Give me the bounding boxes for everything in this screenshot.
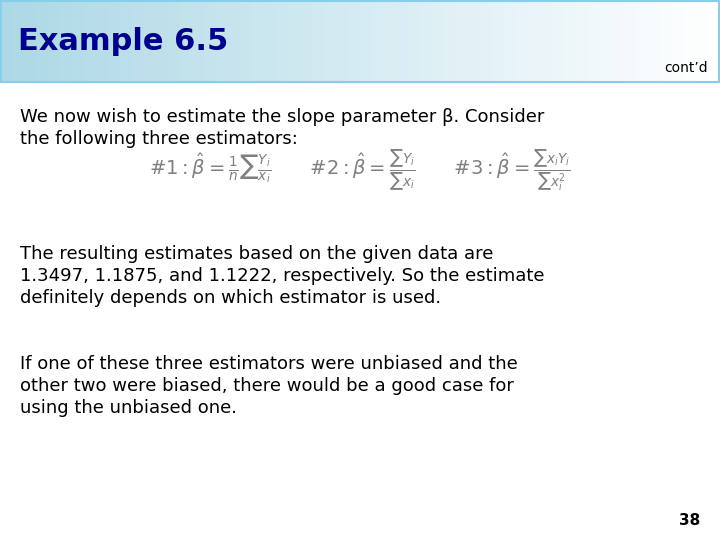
- Bar: [180, 0, 193, 82]
- Text: definitely depends on which estimator is used.: definitely depends on which estimator is…: [20, 289, 441, 307]
- Bar: [504, 0, 517, 82]
- Text: cont’d: cont’d: [665, 61, 708, 75]
- Bar: [444, 0, 457, 82]
- Bar: [588, 0, 601, 82]
- Bar: [36, 0, 49, 82]
- Bar: [696, 0, 709, 82]
- Bar: [48, 0, 61, 82]
- Bar: [552, 0, 565, 82]
- Bar: [240, 0, 253, 82]
- Bar: [312, 0, 325, 82]
- Bar: [372, 0, 385, 82]
- Bar: [492, 0, 505, 82]
- Bar: [228, 0, 241, 82]
- Bar: [156, 0, 169, 82]
- Bar: [120, 0, 133, 82]
- Bar: [1, 1, 719, 82]
- Bar: [480, 0, 493, 82]
- Bar: [348, 0, 361, 82]
- Text: 1.3497, 1.1875, and 1.1222, respectively. So the estimate: 1.3497, 1.1875, and 1.1222, respectively…: [20, 267, 544, 285]
- Bar: [276, 0, 289, 82]
- Bar: [516, 0, 529, 82]
- Bar: [660, 0, 673, 82]
- Bar: [252, 0, 265, 82]
- Bar: [168, 0, 181, 82]
- Bar: [0, 0, 13, 82]
- Bar: [72, 0, 85, 82]
- Bar: [132, 0, 145, 82]
- Bar: [468, 0, 481, 82]
- Bar: [612, 0, 625, 82]
- Bar: [456, 0, 469, 82]
- Bar: [336, 0, 349, 82]
- Bar: [192, 0, 205, 82]
- Bar: [576, 0, 589, 82]
- Bar: [396, 0, 409, 82]
- Bar: [288, 0, 301, 82]
- Bar: [432, 0, 445, 82]
- Text: 38: 38: [679, 513, 700, 528]
- Bar: [24, 0, 37, 82]
- Text: the following three estimators:: the following three estimators:: [20, 130, 298, 148]
- Bar: [420, 0, 433, 82]
- Bar: [708, 0, 720, 82]
- Text: We now wish to estimate the slope parameter β. Consider: We now wish to estimate the slope parame…: [20, 108, 544, 126]
- Bar: [624, 0, 637, 82]
- Bar: [108, 0, 121, 82]
- Text: $\#1: \hat{\beta} = \frac{1}{n}\sum\frac{Y_i}{x_i}$$\quad\quad$$\#2: \hat{\beta}: $\#1: \hat{\beta} = \frac{1}{n}\sum\frac…: [149, 147, 571, 193]
- Bar: [84, 0, 97, 82]
- Bar: [384, 0, 397, 82]
- Bar: [264, 0, 277, 82]
- Text: using the unbiased one.: using the unbiased one.: [20, 399, 237, 417]
- Bar: [684, 0, 697, 82]
- Text: Example 6.5: Example 6.5: [18, 26, 228, 56]
- Bar: [216, 0, 229, 82]
- Text: other two were biased, there would be a good case for: other two were biased, there would be a …: [20, 377, 514, 395]
- Bar: [540, 0, 553, 82]
- Bar: [528, 0, 541, 82]
- Text: If one of these three estimators were unbiased and the: If one of these three estimators were un…: [20, 355, 518, 373]
- Bar: [144, 0, 157, 82]
- Bar: [600, 0, 613, 82]
- Bar: [636, 0, 649, 82]
- Bar: [324, 0, 337, 82]
- Bar: [96, 0, 109, 82]
- Bar: [408, 0, 421, 82]
- Text: The resulting estimates based on the given data are: The resulting estimates based on the giv…: [20, 245, 493, 263]
- Bar: [204, 0, 217, 82]
- Bar: [672, 0, 685, 82]
- Bar: [300, 0, 313, 82]
- Bar: [360, 0, 373, 82]
- Bar: [564, 0, 577, 82]
- Bar: [12, 0, 25, 82]
- Bar: [60, 0, 73, 82]
- Bar: [648, 0, 661, 82]
